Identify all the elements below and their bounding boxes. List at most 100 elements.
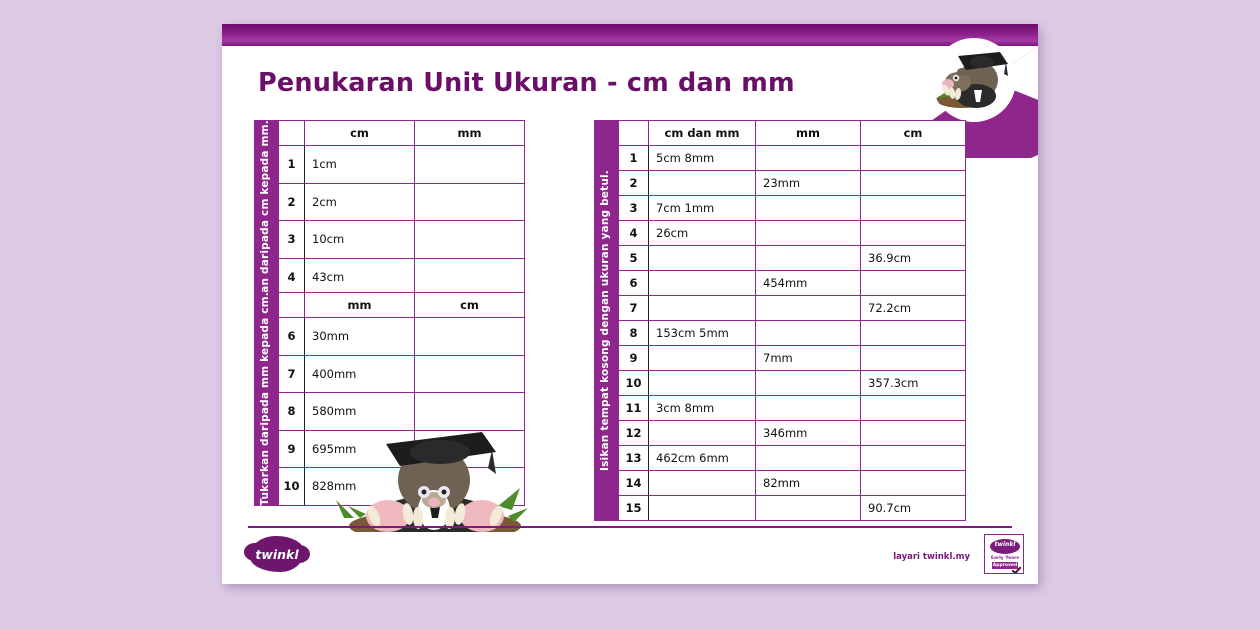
logo-blob-shape	[244, 536, 310, 572]
answer-cell-cm[interactable]	[414, 392, 525, 431]
top-banner-bar	[222, 24, 1038, 46]
column-header-cm-dan-mm: cm dan mm	[648, 120, 756, 146]
row-number: 1	[618, 145, 649, 171]
answer-cell-cm-dan-mm[interactable]	[648, 370, 756, 396]
side-label-text: Isikan tempat kosong dengan ukuran yang …	[599, 169, 612, 471]
badge-brand: twinkl	[994, 541, 1016, 548]
row-number: 3	[618, 195, 649, 221]
cell-mm: 7mm	[755, 345, 861, 371]
answer-cell-cm[interactable]	[860, 420, 966, 446]
answer-cell-cm[interactable]	[860, 270, 966, 296]
table-row: 14 82mm	[618, 470, 966, 496]
answer-cell-mm[interactable]	[755, 295, 861, 321]
table-row: 1 5cm 8mm	[618, 145, 966, 171]
row-number: 10	[618, 370, 649, 396]
row-number: 15	[618, 495, 649, 521]
answer-cell-cm-dan-mm[interactable]	[648, 170, 756, 196]
table-header-row: cm mm	[278, 120, 525, 146]
row-number: 4	[278, 257, 305, 297]
table-mm-to-cm-grid: mm cm 6 30mm 7 400mm 8 580mm	[278, 292, 525, 506]
table-row: 7 400mm	[278, 354, 525, 394]
cell-cm: 2cm	[304, 182, 415, 222]
cell-mm: 82mm	[755, 470, 861, 496]
twinkl-logo[interactable]: twinkl	[244, 536, 310, 572]
award-badge: twinkl Early Years Approved	[984, 534, 1024, 574]
table-mm-to-cm: Tukarkan daripada mm kepada cm. mm cm 6 …	[254, 292, 525, 506]
cell-mm: 30mm	[304, 317, 415, 356]
answer-cell-cm[interactable]	[860, 470, 966, 496]
row-number: 6	[618, 270, 649, 296]
table-row: 2 23mm	[618, 170, 966, 196]
cell-cm-dan-mm: 7cm 1mm	[648, 195, 756, 221]
answer-cell-mm[interactable]	[755, 245, 861, 271]
table-row: 3 7cm 1mm	[618, 195, 966, 221]
answer-cell-cm[interactable]	[860, 320, 966, 346]
column-header-mm: mm	[304, 292, 415, 318]
answer-cell-mm[interactable]	[755, 395, 861, 421]
answer-cell-cm[interactable]	[414, 317, 525, 356]
answer-cell-cm[interactable]	[860, 395, 966, 421]
table-row: 15 90.7cm	[618, 495, 966, 521]
column-header-cm: cm	[414, 292, 525, 318]
answer-cell-mm[interactable]	[755, 445, 861, 471]
answer-cell-cm[interactable]	[860, 445, 966, 471]
table-row: 4 26cm	[618, 220, 966, 246]
row-number: 5	[618, 245, 649, 271]
answer-cell-mm[interactable]	[414, 257, 525, 297]
answer-cell-mm[interactable]	[414, 145, 525, 184]
row-number: 3	[278, 220, 305, 259]
mole-graduate-icon	[936, 52, 1008, 108]
table-row: 13 462cm 6mm	[618, 445, 966, 471]
row-number: 2	[618, 170, 649, 196]
answer-cell-cm[interactable]	[860, 195, 966, 221]
answer-cell-cm-dan-mm[interactable]	[648, 245, 756, 271]
answer-cell-cm[interactable]	[860, 220, 966, 246]
row-number: 14	[618, 470, 649, 496]
column-header-mm: mm	[414, 120, 525, 146]
row-number: 8	[278, 392, 305, 431]
answer-cell-mm[interactable]	[414, 220, 525, 259]
answer-cell-mm[interactable]	[414, 182, 525, 222]
answer-cell-cm-dan-mm[interactable]	[648, 270, 756, 296]
table-row: 3 10cm	[278, 220, 525, 259]
table-row: 10 357.3cm	[618, 370, 966, 396]
answer-cell-mm[interactable]	[755, 370, 861, 396]
table-fill-blanks-side-label: Isikan tempat kosong dengan ukuran yang …	[594, 120, 618, 521]
answer-cell-cm-dan-mm[interactable]	[648, 295, 756, 321]
row-number: 11	[618, 395, 649, 421]
badge-bar	[992, 562, 1018, 569]
answer-cell-mm[interactable]	[755, 145, 861, 171]
column-header-cm: cm	[860, 120, 966, 146]
badge-line-2: Approved	[992, 563, 1018, 568]
cell-cm: 36.9cm	[860, 245, 966, 271]
cell-mm: 23mm	[755, 170, 861, 196]
answer-cell-cm[interactable]	[860, 345, 966, 371]
answer-cell-cm-dan-mm[interactable]	[648, 345, 756, 371]
badge-line-1: Early Years	[990, 556, 1020, 561]
answer-cell-mm[interactable]	[755, 195, 861, 221]
cell-cm: 357.3cm	[860, 370, 966, 396]
answer-cell-cm[interactable]	[860, 170, 966, 196]
row-number: 4	[618, 220, 649, 246]
answer-cell-cm-dan-mm[interactable]	[648, 470, 756, 496]
answer-cell-mm[interactable]	[755, 495, 861, 521]
answer-cell-cm[interactable]	[860, 145, 966, 171]
cell-mm: 400mm	[304, 354, 415, 394]
visit-website-link[interactable]: layari twinkl.my	[893, 552, 970, 562]
side-label-text: Tukarkan daripada mm kepada cm.	[259, 292, 272, 506]
row-number: 10	[278, 467, 305, 506]
bottom-character	[330, 422, 540, 542]
cell-mm: 454mm	[755, 270, 861, 296]
mole-graduate-icon	[336, 432, 528, 542]
answer-cell-mm[interactable]	[755, 220, 861, 246]
table-row: 4 43cm	[278, 257, 525, 297]
answer-cell-mm[interactable]	[755, 320, 861, 346]
table-header-row: cm dan mm mm cm	[618, 120, 966, 146]
answer-cell-cm-dan-mm[interactable]	[648, 495, 756, 521]
row-number: 12	[618, 420, 649, 446]
table-row: 6 30mm	[278, 317, 525, 356]
answer-cell-cm-dan-mm[interactable]	[648, 420, 756, 446]
answer-cell-cm[interactable]	[414, 354, 525, 394]
row-number: 6	[278, 317, 305, 356]
row-number: 13	[618, 445, 649, 471]
